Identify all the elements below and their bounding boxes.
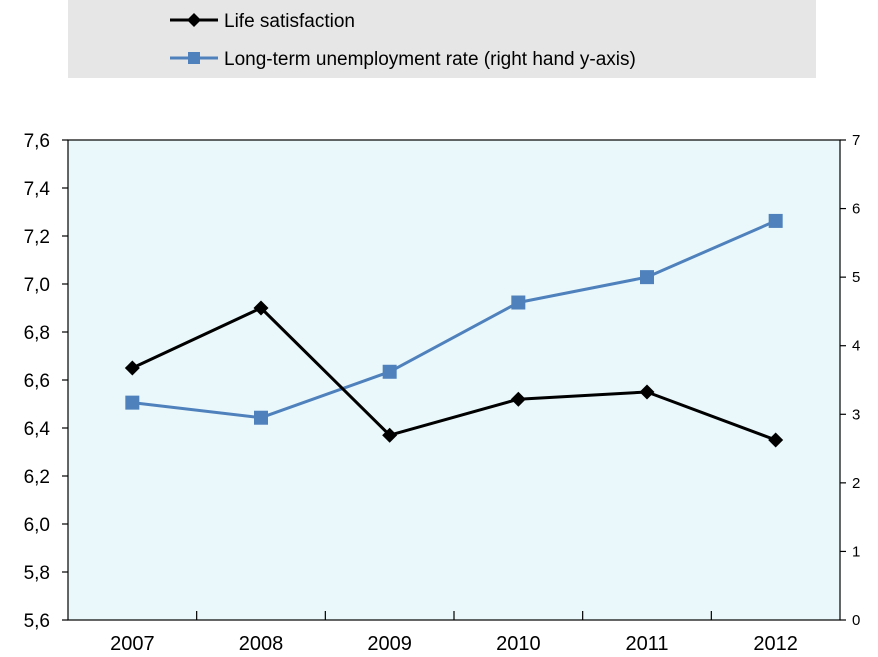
data-point-unemployment <box>640 270 654 285</box>
left-tick-label: 6,4 <box>24 419 51 440</box>
left-tick-label: 6,8 <box>24 323 50 344</box>
left-tick-label: 7,4 <box>24 179 51 200</box>
left-tick-label: 6,0 <box>24 515 50 536</box>
data-point-life-satisfaction <box>639 384 655 400</box>
legend-unemployment-marker <box>188 52 200 64</box>
data-point-life-satisfaction <box>768 432 784 448</box>
series-line-unemployment <box>132 219 777 420</box>
right-tick-label: 7 <box>852 132 860 149</box>
data-point-life-satisfaction <box>382 427 398 443</box>
right-tick-label: 2 <box>852 475 860 492</box>
legend-unemployment: Long-term unemployment rate (right hand … <box>170 49 636 70</box>
left-tick-label: 7,0 <box>24 275 50 296</box>
right-tick-label: 5 <box>852 269 860 286</box>
left-tick-label: 7,2 <box>24 227 50 248</box>
right-tick-label: 4 <box>852 338 860 355</box>
data-point-unemployment <box>511 295 526 310</box>
x-tick-label: 2008 <box>239 633 284 655</box>
x-tick-label: 2012 <box>753 633 798 655</box>
x-tick-label: 2010 <box>496 633 541 655</box>
data-point-life-satisfaction <box>510 391 526 407</box>
left-tick-label: 6,6 <box>24 371 50 392</box>
data-point-life-satisfaction <box>253 300 269 316</box>
x-axis-ticks: 2007 2008 2009 2010 2011 2012 <box>110 611 798 655</box>
left-tick-label: 7,6 <box>24 131 50 152</box>
series-line-life-satisfaction <box>131 306 777 442</box>
data-point-unemployment <box>254 410 268 425</box>
right-tick-label: 0 <box>852 612 860 629</box>
right-axis-ticks: 0 1 2 3 4 5 6 7 <box>840 132 860 629</box>
data-point-unemployment <box>125 395 140 410</box>
left-tick-label: 5,8 <box>24 563 50 584</box>
right-tick-label: 1 <box>852 543 860 560</box>
data-point-life-satisfaction <box>124 360 140 376</box>
x-tick-label: 2009 <box>367 633 412 655</box>
series-layer <box>124 213 784 448</box>
right-tick-label: 6 <box>852 201 860 218</box>
legend-life-satisfaction-marker <box>187 13 201 27</box>
legend-life-satisfaction: Life satisfaction <box>170 11 355 32</box>
legend-box <box>68 0 816 78</box>
data-point-unemployment <box>768 213 783 228</box>
x-tick-label: 2007 <box>110 633 155 655</box>
left-tick-label: 5,6 <box>24 611 50 632</box>
left-axis-ticks: 5,6 5,8 6,0 6,2 6,4 6,6 6,8 7,0 7,2 7,4 7,6 <box>24 131 68 632</box>
legend-label-unemployment: Long-term unemployment rate (right hand … <box>224 49 636 70</box>
x-tick-label: 2011 <box>625 633 668 655</box>
plot-area <box>67 139 841 621</box>
right-tick-label: 3 <box>852 406 860 423</box>
left-tick-label: 6,2 <box>24 467 50 488</box>
legend-label-life-satisfaction: Life satisfaction <box>224 11 355 32</box>
data-point-unemployment <box>382 364 397 379</box>
